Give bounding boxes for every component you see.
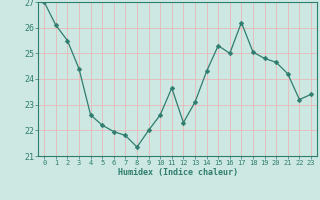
X-axis label: Humidex (Indice chaleur): Humidex (Indice chaleur) bbox=[118, 168, 238, 177]
